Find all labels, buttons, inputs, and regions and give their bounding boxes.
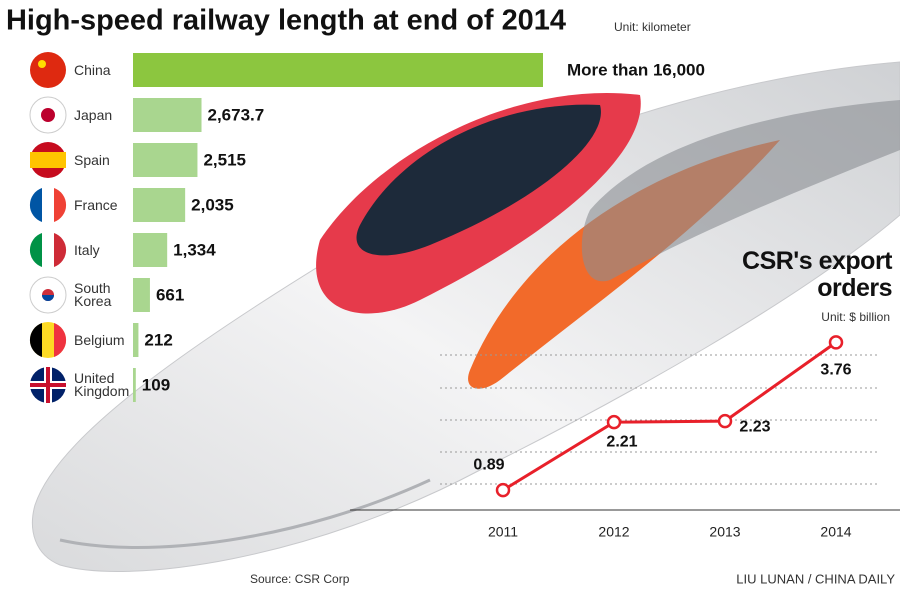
category-label: Italy [74,241,100,258]
bar [133,98,202,132]
value-label: 2.21 [606,433,637,450]
train-illustration [31,61,900,572]
value-label: 2,035 [191,195,234,214]
bar [133,143,198,177]
point [606,414,622,430]
bar [133,188,186,222]
value-label: 2,515 [203,150,246,169]
category-label: Spain [74,151,110,168]
category-label: South Korea [74,280,112,309]
bar [133,323,139,357]
x-tick-label: 2011 [488,524,518,540]
bar [133,368,136,402]
category-label: Japan [74,106,113,123]
category-label: Belgium [74,331,125,348]
chart-subtitle: Unit: $ billion [821,310,890,324]
value-label: 212 [144,330,172,349]
point [717,413,733,429]
credit: LIU LUNAN / CHINA DAILY [736,571,895,586]
value-label: 0.89 [473,456,504,473]
point [828,335,844,350]
bar [133,233,168,267]
chart-title: High-speed railway length at end of 2014 [6,5,566,37]
bar [133,53,543,87]
flags [29,52,67,403]
source: Source: CSR Corp [250,572,350,586]
category-label: China [74,61,111,78]
line [502,341,837,492]
value-label: 1,334 [173,240,216,259]
category-label: United Kingdom [74,370,130,399]
value-label: 109 [142,375,170,394]
value-label: More than 16,000 [567,60,705,79]
point [495,482,511,498]
value-label: 2.23 [739,418,770,435]
x-tick-label: 2012 [598,524,629,540]
value-label: 661 [156,285,184,304]
bar [133,278,150,312]
value-label: 3.76 [820,362,851,379]
x-tick-label: 2013 [709,524,740,540]
chart-title: CSR's export orders [742,247,892,302]
x-tick-label: 2014 [820,524,851,540]
value-label: 2,673.7 [208,105,265,124]
chart-subtitle: Unit: kilometer [614,20,691,34]
category-label: France [74,196,118,213]
